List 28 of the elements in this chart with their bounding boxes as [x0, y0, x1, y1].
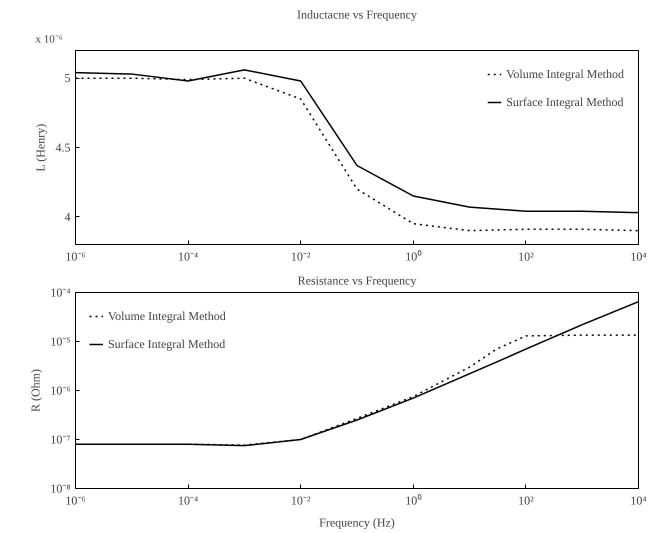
y-tick-label: 5	[64, 71, 70, 86]
x-tick-label: 10⁻²	[290, 494, 311, 508]
y-tick-label: 4	[64, 210, 70, 224]
y-tick-label: 10⁻⁷	[50, 432, 71, 446]
x-tick-label: 10⁻²	[290, 250, 311, 264]
y-axis-title: L (Henry)	[34, 124, 48, 172]
text: x 10⁻⁶	[36, 34, 63, 46]
x-tick-label: 10⁻⁴	[178, 250, 198, 264]
legend-label: Volume Integral Method	[108, 308, 226, 324]
y-tick-label: 10⁻⁸	[50, 482, 71, 496]
x-tick-label: 10⁴	[630, 494, 647, 508]
x-tick-label: 10⁻⁴	[178, 494, 198, 508]
y-tick-label: 10⁻⁶	[50, 384, 71, 398]
chart-title: Inductacne vs Frequency	[297, 8, 417, 22]
legend-label: Surface Integral Method	[108, 336, 226, 352]
x-tick-label: 10²	[518, 494, 534, 508]
y-tick-label: 4.5	[56, 140, 70, 154]
x-axis-title: Frequency (Hz)	[319, 516, 395, 530]
legend-label: Volume Integral Method	[506, 66, 624, 82]
legend-label: Surface Integral Method	[506, 94, 624, 110]
chart-title: Resistance vs Frequency	[298, 274, 416, 288]
x-tick-label: 10⁰	[405, 250, 422, 264]
x-tick-label: 10⁰	[405, 494, 422, 508]
y-tick-label: 10⁻⁵	[50, 334, 71, 348]
x-tick-label: 10²	[518, 250, 534, 264]
y-axis-title: R (Ohm)	[28, 369, 42, 412]
x-tick-label: 10⁴	[630, 250, 647, 264]
y-tick-label: 10⁻⁴	[50, 286, 71, 300]
